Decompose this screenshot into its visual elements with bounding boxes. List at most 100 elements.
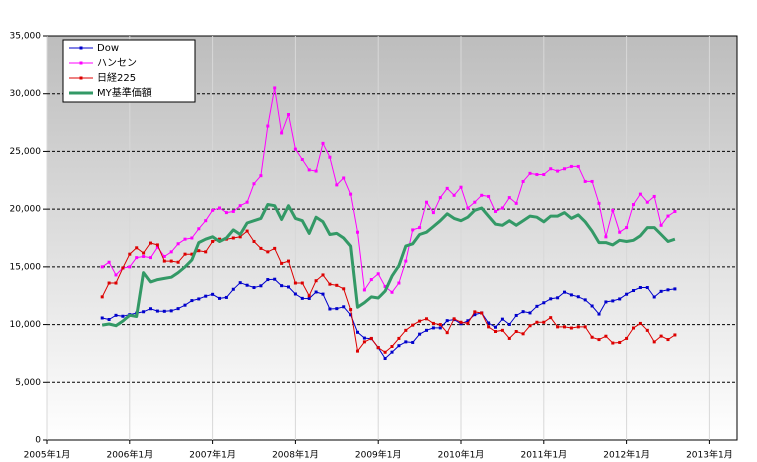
point-marker <box>245 283 249 287</box>
point-marker <box>494 209 497 213</box>
point-marker <box>659 334 663 338</box>
point-marker <box>176 260 180 264</box>
point-marker <box>197 297 201 301</box>
point-marker <box>576 325 580 329</box>
point-marker <box>162 309 166 313</box>
point-marker <box>583 325 587 329</box>
y-tick-label: 20,000 <box>10 205 42 215</box>
point-marker <box>259 174 263 178</box>
point-marker <box>466 319 470 323</box>
point-marker <box>583 179 587 183</box>
point-marker <box>300 296 304 300</box>
plot-area <box>46 35 738 441</box>
point-marker <box>452 317 456 321</box>
x-tick-label: 2012年1月 <box>603 449 650 461</box>
point-marker <box>328 307 332 311</box>
point-marker <box>487 325 491 329</box>
point-marker <box>411 323 415 327</box>
point-marker <box>625 292 629 296</box>
point-marker <box>645 328 649 332</box>
x-tick-label: 2008年1月 <box>272 449 319 461</box>
point-marker <box>480 311 484 315</box>
point-marker <box>431 321 435 325</box>
x-tick-label: 2009年1月 <box>355 449 402 461</box>
point-marker <box>459 185 463 189</box>
point-marker <box>563 325 566 329</box>
point-marker <box>155 243 159 247</box>
point-marker <box>211 239 215 243</box>
point-marker <box>494 325 497 329</box>
point-marker <box>397 344 401 348</box>
point-marker <box>183 252 187 256</box>
point-marker <box>245 229 249 233</box>
point-marker <box>528 171 532 175</box>
point-marker <box>659 223 663 227</box>
point-marker <box>576 164 580 168</box>
point-marker <box>218 296 221 300</box>
point-marker <box>597 338 601 342</box>
point-marker <box>618 340 622 344</box>
point-marker <box>556 296 560 300</box>
point-marker <box>521 310 525 314</box>
point-marker <box>576 295 580 299</box>
legend-marker <box>79 61 83 65</box>
point-marker <box>666 288 670 292</box>
point-marker <box>162 259 166 263</box>
point-marker <box>404 259 408 263</box>
point-marker <box>307 294 311 298</box>
point-marker <box>473 310 477 314</box>
point-marker <box>376 272 380 276</box>
point-marker <box>418 332 422 336</box>
point-marker <box>535 304 539 308</box>
point-marker <box>528 324 532 328</box>
point-marker <box>293 292 297 296</box>
point-marker <box>314 279 318 283</box>
point-marker <box>583 298 587 302</box>
point-marker <box>507 336 511 340</box>
point-marker <box>252 286 256 290</box>
y-tick-label: 35,000 <box>10 32 42 42</box>
point-marker <box>169 250 173 254</box>
point-marker <box>224 295 228 299</box>
point-marker <box>514 329 518 333</box>
point-marker <box>149 241 152 245</box>
point-marker <box>638 286 642 290</box>
point-marker <box>383 284 387 288</box>
point-marker <box>445 319 449 323</box>
point-marker <box>190 299 194 303</box>
point-marker <box>287 259 290 263</box>
point-marker <box>307 296 311 300</box>
point-marker <box>431 326 435 330</box>
point-marker <box>466 206 470 210</box>
legend-label: MY基準価額 <box>97 86 152 99</box>
point-marker <box>438 326 442 330</box>
point-marker <box>652 295 656 299</box>
point-marker <box>452 193 456 197</box>
point-marker <box>266 278 270 282</box>
point-marker <box>224 211 228 215</box>
x-tick-label: 2013年1月 <box>686 449 733 461</box>
point-marker <box>590 304 594 308</box>
point-marker <box>100 295 104 299</box>
point-marker <box>625 226 629 230</box>
point-marker <box>321 292 325 296</box>
point-marker <box>459 320 463 324</box>
point-marker <box>293 281 297 285</box>
point-marker <box>280 131 284 135</box>
point-marker <box>507 322 511 326</box>
point-marker <box>438 323 442 327</box>
point-marker <box>321 273 325 277</box>
point-marker <box>500 328 504 332</box>
point-marker <box>404 328 408 332</box>
point-marker <box>625 336 629 340</box>
point-marker <box>431 211 435 215</box>
point-marker <box>673 333 677 337</box>
point-marker <box>142 254 146 258</box>
point-marker <box>107 317 111 321</box>
point-marker <box>114 281 118 285</box>
point-marker <box>328 282 332 286</box>
point-marker <box>611 341 615 345</box>
point-marker <box>535 320 539 324</box>
point-marker <box>632 203 635 207</box>
point-marker <box>114 313 118 317</box>
